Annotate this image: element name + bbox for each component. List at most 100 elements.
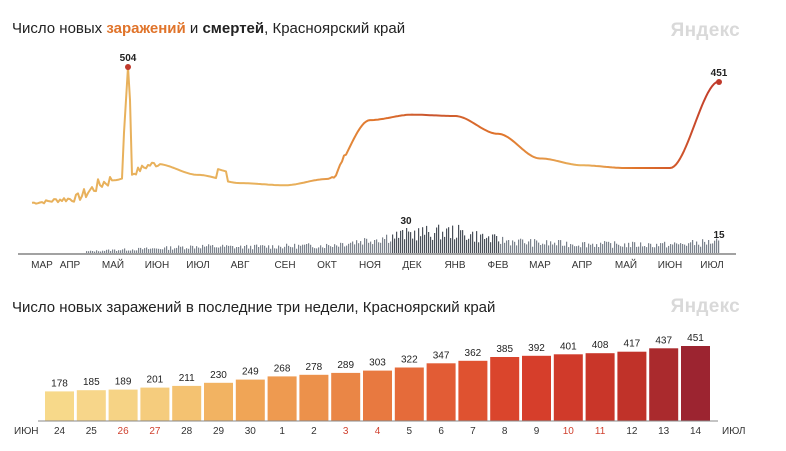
death-bar <box>718 240 720 253</box>
death-bar <box>584 242 586 253</box>
death-bar <box>288 245 290 253</box>
death-bar <box>550 241 552 253</box>
death-bar <box>388 242 390 253</box>
death-bar <box>420 236 422 253</box>
death-bar <box>486 237 488 253</box>
death-bar <box>172 249 174 253</box>
death-bar <box>442 231 444 253</box>
chart1-svg: 504 451 30 15 МАР АПР МАЙ ИЮН ИЮЛ АВГ СЕН ОКТ НО… <box>18 53 736 271</box>
death-bar <box>640 242 642 253</box>
month-label: ИЮН <box>658 260 683 271</box>
death-bar <box>398 237 400 253</box>
death-bar <box>228 245 230 253</box>
bar <box>681 346 710 421</box>
death-bar <box>494 234 496 253</box>
death-bar <box>516 245 518 253</box>
month-label: АВГ <box>231 260 250 271</box>
month-labels: МАР АПР МАЙ ИЮН ИЮЛ АВГ СЕН ОКТ НОЯ ДЕК ЯНВ ФЕВ МАР А… <box>31 258 724 271</box>
bar-value-label: 268 <box>274 363 291 374</box>
death-bar <box>696 241 698 253</box>
death-bar <box>358 243 360 253</box>
death-bar <box>482 233 484 253</box>
month-label: АПР <box>60 260 81 271</box>
death-bar <box>302 244 304 253</box>
category-label: 6 <box>438 426 444 437</box>
death-bar <box>598 247 600 253</box>
death-bar <box>534 239 536 253</box>
death-bar <box>308 243 310 253</box>
death-bar <box>264 245 266 253</box>
death-bar <box>136 250 138 253</box>
death-bar <box>558 240 560 253</box>
death-bar <box>240 245 242 253</box>
death-bar <box>168 249 170 253</box>
death-bar <box>196 246 198 253</box>
brand-logo-1: Яндекс <box>670 20 740 41</box>
bar-value-label: 178 <box>51 378 68 389</box>
category-label: 1 <box>279 426 285 437</box>
death-bar <box>410 232 412 253</box>
month-label: ИЮН <box>145 260 170 271</box>
death-bar <box>370 241 372 253</box>
death-bar <box>380 242 382 253</box>
death-bar <box>356 240 358 253</box>
bar-value-label: 201 <box>147 375 164 386</box>
death-bar <box>252 249 254 253</box>
death-bar <box>454 239 456 253</box>
death-bar <box>214 247 216 253</box>
death-bar <box>394 238 396 253</box>
death-bar <box>646 247 648 253</box>
death-bar <box>92 251 94 253</box>
bar <box>363 370 392 421</box>
death-bar <box>200 248 202 253</box>
bar-value-label: 392 <box>528 343 545 354</box>
death-bar <box>446 228 448 253</box>
death-bar <box>152 248 154 253</box>
death-bar <box>492 234 494 253</box>
death-bar <box>630 247 632 253</box>
death-bar <box>692 240 694 253</box>
death-bar <box>382 237 384 253</box>
death-bar <box>546 240 548 253</box>
death-bar <box>672 244 674 253</box>
death-bar <box>642 246 644 253</box>
death-bar <box>212 245 214 253</box>
bar-value-label: 278 <box>306 362 323 373</box>
title-prefix: Число новых <box>12 20 107 37</box>
month-label: ОКТ <box>317 260 337 271</box>
death-bar <box>236 247 238 253</box>
death-bar <box>564 245 566 253</box>
death-bar <box>702 239 704 253</box>
death-bar <box>360 241 362 253</box>
death-bar <box>104 250 106 253</box>
last-label: 451 <box>711 68 728 79</box>
death-bar <box>620 246 622 253</box>
death-bar <box>594 246 596 253</box>
death-bar <box>440 239 442 253</box>
death-bar <box>644 246 646 253</box>
death-bar <box>190 245 192 253</box>
category-label: 10 <box>563 426 575 437</box>
death-bar <box>572 244 574 253</box>
death-bar <box>386 234 388 253</box>
death-bar <box>412 238 414 253</box>
death-bar <box>274 248 276 253</box>
death-bar <box>108 249 110 253</box>
bar-value-label: 189 <box>115 377 132 388</box>
death-bar <box>278 245 280 253</box>
death-bar <box>176 247 178 253</box>
death-bar <box>402 230 404 253</box>
death-bar <box>160 249 162 253</box>
death-bar <box>680 243 682 253</box>
month-label: МАР <box>31 260 53 271</box>
bar <box>108 389 138 421</box>
death-bar <box>124 248 126 253</box>
death-bar <box>146 247 148 253</box>
death-bar <box>576 246 578 253</box>
death-bar <box>708 240 710 253</box>
death-bar <box>616 243 618 253</box>
death-bar <box>604 241 606 253</box>
category-label: 13 <box>658 426 670 437</box>
death-bar <box>430 236 432 253</box>
category-label: 4 <box>375 426 381 437</box>
